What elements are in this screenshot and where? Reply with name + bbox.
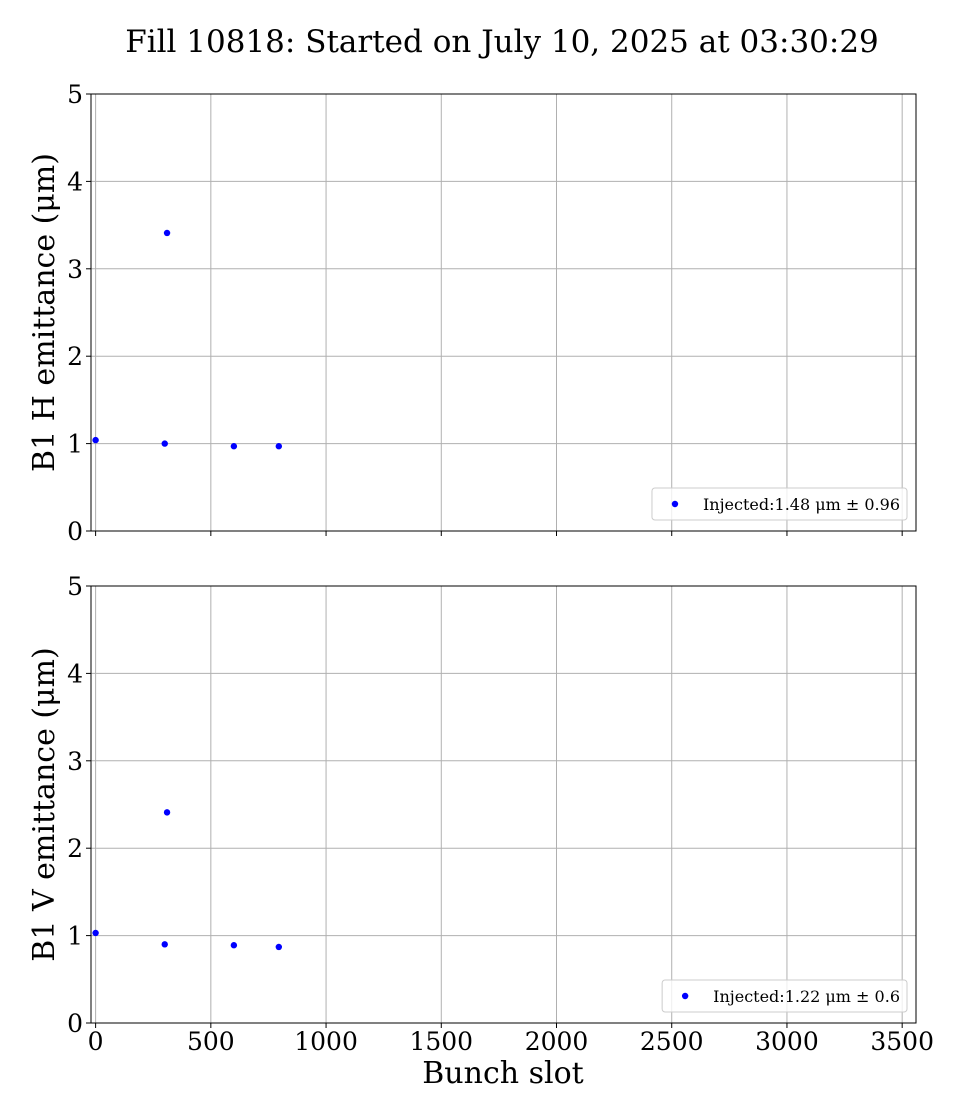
- points-bottom: [92, 809, 283, 951]
- data-point-bottom: [163, 809, 171, 816]
- legend-marker-top: [671, 500, 679, 508]
- data-point-top: [275, 443, 283, 450]
- x-tick-label: 3500: [870, 1027, 934, 1056]
- axes-frame-bottom: [90, 585, 917, 1024]
- panel-b1-h-emittance: 0 1 2 3 4 5 B1 H emittance (μm) Injected:1.48…: [27, 80, 917, 546]
- points-top: [92, 229, 283, 450]
- x-tick-label: 500: [187, 1027, 235, 1056]
- data-point-top: [230, 443, 238, 450]
- grid-top: [91, 93, 916, 532]
- y-tick-label-bottom: 3: [67, 747, 83, 776]
- x-axis-label: Bunch slot: [422, 1056, 583, 1091]
- legend-top: Injected:1.48 μm ± 0.96: [651, 487, 908, 521]
- y-tick-label-bottom: 5: [67, 572, 83, 601]
- data-point-top: [92, 436, 99, 444]
- panel-b1-v-emittance: 0 500 1000 1500 2000 2500 3000 3500 0 1 2 3 4 5 B1 V …: [27, 572, 934, 1056]
- x-tick-label: 3000: [755, 1027, 819, 1056]
- y-tick-label-bottom: 2: [67, 834, 83, 863]
- y-tick-label-bottom: 4: [67, 659, 83, 688]
- data-point-top: [161, 440, 168, 447]
- x-tick-label: 2500: [640, 1027, 704, 1056]
- ticks-top: 0 1 2 3 4 5: [67, 80, 903, 546]
- y-tick-label-top: 0: [67, 517, 83, 546]
- grid-bottom: [91, 585, 916, 1024]
- axes-frame-top: [90, 93, 917, 532]
- x-tick-label: 0: [88, 1027, 104, 1056]
- data-point-bottom: [230, 942, 238, 949]
- x-tick-label: 2000: [525, 1027, 589, 1056]
- data-point-bottom: [275, 943, 283, 951]
- y-tick-label-bottom: 1: [67, 922, 83, 951]
- y-tick-label-top: 1: [67, 430, 83, 459]
- data-point-bottom: [92, 929, 99, 937]
- y-tick-label-top: 2: [67, 342, 83, 371]
- data-point-bottom: [161, 941, 168, 948]
- y-axis-label-bottom: B1 V emittance (μm): [27, 647, 62, 961]
- legend-label-top: Injected:1.48 μm ± 0.96: [703, 495, 900, 514]
- legend-bottom: Injected:1.22 μm ± 0.6: [661, 979, 908, 1013]
- legend-box-bottom: [661, 979, 908, 1013]
- y-axis-label-top: B1 H emittance (μm): [27, 153, 62, 472]
- y-tick-label-bottom: 0: [67, 1009, 83, 1038]
- x-tick-label: 1500: [409, 1027, 473, 1056]
- legend-marker-bottom: [681, 992, 689, 1000]
- ticks-bottom: 0 500 1000 1500 2000 2500 3000 3500 0 1 2 3 4 5: [67, 572, 934, 1056]
- legend-label-bottom: Injected:1.22 μm ± 0.6: [713, 987, 900, 1006]
- y-tick-label-top: 4: [67, 167, 83, 196]
- data-point-top: [163, 229, 171, 237]
- legend-box-top: [651, 487, 908, 521]
- x-tick-label: 1000: [294, 1027, 358, 1056]
- chart-title: Fill 10818: Started on July 10, 2025 at …: [125, 24, 879, 60]
- y-tick-label-top: 5: [67, 80, 83, 109]
- y-tick-label-top: 3: [67, 255, 83, 284]
